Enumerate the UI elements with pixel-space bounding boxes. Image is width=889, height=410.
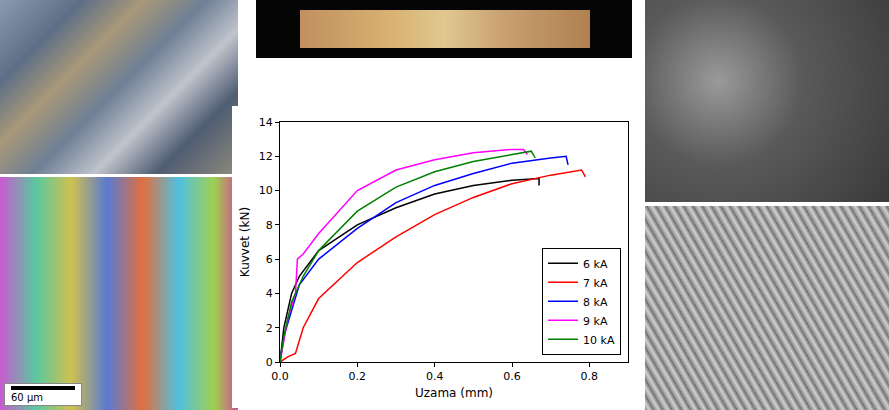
svg-text:4: 4 (266, 287, 273, 300)
svg-text:6: 6 (266, 253, 273, 266)
svg-text:10 kA: 10 kA (583, 334, 615, 347)
svg-text:14: 14 (259, 116, 273, 129)
svg-text:12: 12 (259, 150, 273, 163)
svg-text:8: 8 (266, 219, 273, 232)
svg-text:6 kA: 6 kA (583, 258, 608, 271)
svg-text:0.6: 0.6 (503, 370, 521, 383)
svg-text:9 kA: 9 kA (583, 315, 608, 328)
svg-text:10: 10 (259, 184, 273, 197)
svg-text:0.8: 0.8 (581, 370, 599, 383)
svg-text:8 kA: 8 kA (583, 296, 608, 309)
svg-text:0.4: 0.4 (426, 370, 444, 383)
svg-text:0: 0 (266, 356, 273, 369)
svg-text:0.2: 0.2 (349, 370, 367, 383)
svg-text:0.0: 0.0 (271, 370, 289, 383)
svg-text:2: 2 (266, 322, 273, 335)
svg-text:7 kA: 7 kA (583, 277, 608, 290)
html-text:60 µm: 60 µm (11, 392, 43, 403)
svg-text:Kuvvet (kN): Kuvvet (kN) (238, 207, 252, 277)
svg-text:Uzama (mm): Uzama (mm) (415, 386, 493, 400)
